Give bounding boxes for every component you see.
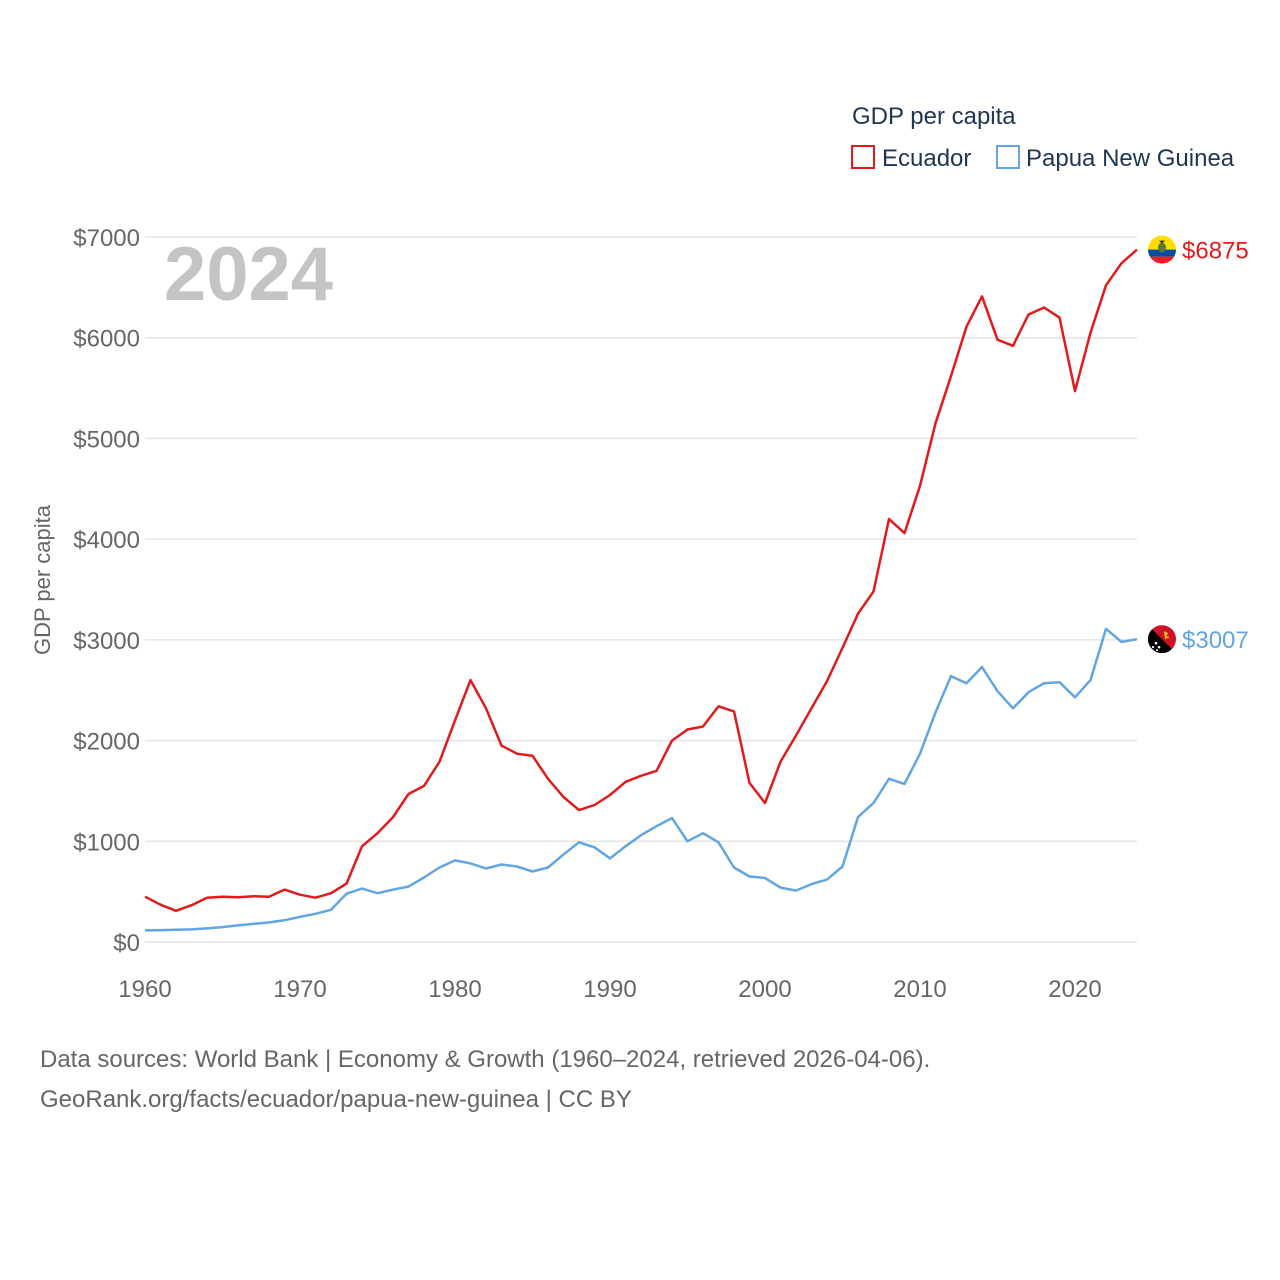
source-url-text: GeoRank.org/facts/ecuador/papua-new-guin… <box>40 1086 632 1113</box>
y-tick-label: $4000 <box>73 527 140 554</box>
year-label: 2024 <box>164 232 333 317</box>
x-tick-label: 1990 <box>583 976 636 1003</box>
y-tick-label: $3000 <box>73 628 140 655</box>
x-tick-label: 1960 <box>118 976 171 1003</box>
y-tick-label: $0 <box>113 930 140 957</box>
x-tick-label: 1970 <box>273 976 326 1003</box>
legend-swatch-ecuador <box>851 145 875 169</box>
x-tick-label: 2010 <box>893 976 946 1003</box>
x-tick-label: 1980 <box>428 976 481 1003</box>
x-axis-ticks: 1960 1970 1980 1990 2000 2010 2020 <box>118 976 1101 1003</box>
legend-title: GDP per capita <box>852 103 1016 130</box>
legend-label-papua-new-guinea: Papua New Guinea <box>1026 145 1235 172</box>
series-lines <box>144 248 1138 932</box>
footer: Data sources: World Bank | Economy & Gro… <box>40 1040 930 1120</box>
x-tick-label: 2020 <box>1048 976 1101 1003</box>
legend: GDP per capita Ecuador Papua New Guinea <box>851 103 1235 172</box>
y-tick-label: $6000 <box>73 326 140 353</box>
y-tick-label: $2000 <box>73 729 140 756</box>
legend-swatch-papua-new-guinea <box>996 145 1020 169</box>
grid-lines <box>145 236 1137 943</box>
papua-new-guinea-end-value: $3007 <box>1182 627 1249 654</box>
data-source-text: Data sources: World Bank | Economy & Gro… <box>40 1046 931 1073</box>
x-tick-label: 2000 <box>738 976 791 1003</box>
series-line-ecuador <box>144 248 1138 913</box>
papua-new-guinea-flag-icon <box>1148 625 1176 654</box>
y-tick-label: $7000 <box>73 225 140 252</box>
y-tick-label: $5000 <box>73 426 140 453</box>
y-axis-label: GDP per capita <box>30 504 55 655</box>
y-axis-ticks: $0 $1000 $2000 $3000 $4000 $5000 $6000 $7000 <box>73 225 140 957</box>
y-tick-label: $1000 <box>73 829 140 856</box>
ecuador-end-value: $6875 <box>1182 238 1249 265</box>
legend-label-ecuador: Ecuador <box>882 145 971 172</box>
ecuador-flag-icon <box>1148 235 1176 264</box>
series-line-papua-new-guinea <box>144 627 1138 932</box>
